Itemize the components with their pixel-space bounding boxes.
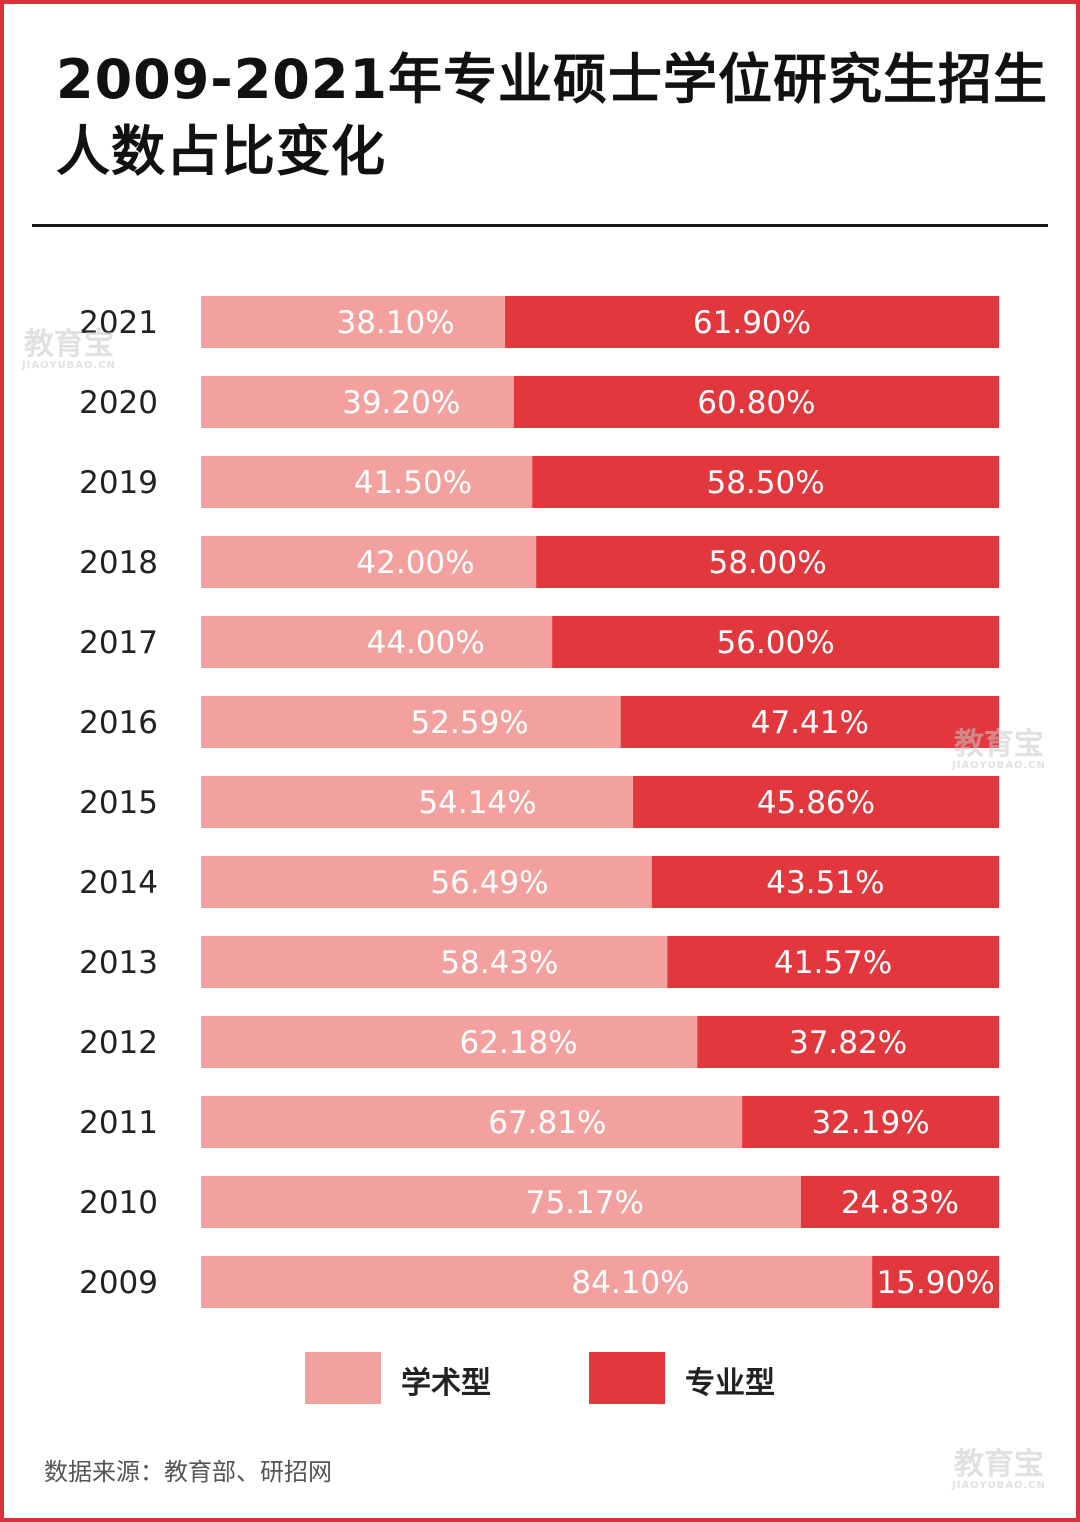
bar-segment-professional xyxy=(667,936,999,988)
data-label-academic: 56.49% xyxy=(430,865,548,901)
data-label-academic: 58.43% xyxy=(440,945,558,981)
data-label-academic: 54.14% xyxy=(418,785,536,821)
watermark-text: 教育宝 xyxy=(23,327,114,362)
data-label-professional: 45.86% xyxy=(757,785,875,821)
bar-segment-academic xyxy=(201,376,514,428)
y-tick-label: 2011 xyxy=(79,1105,158,1141)
watermark-subtext: JIAOYUBAO.CN xyxy=(952,1480,1046,1491)
bar-segment-academic xyxy=(201,696,621,748)
y-tick-label: 2009 xyxy=(79,1265,158,1301)
chart-title: 2009-2021年专业硕士学位研究生招生人数占比变化 xyxy=(56,48,1048,183)
watermark-subtext: JIAOYUBAO.CN xyxy=(952,760,1046,771)
data-label-professional: 47.41% xyxy=(751,705,869,741)
y-tick-label: 2020 xyxy=(79,385,158,421)
y-tick-label: 2014 xyxy=(79,865,158,901)
bar-segment-academic xyxy=(201,1176,801,1228)
data-label-professional: 15.90% xyxy=(876,1265,994,1301)
bar-segment-academic xyxy=(201,1096,743,1148)
bar-segment-academic xyxy=(201,1256,873,1308)
bar-segment-academic xyxy=(201,536,537,588)
data-label-academic: 41.50% xyxy=(354,465,472,501)
y-tick-label: 2017 xyxy=(79,625,158,661)
legend-swatch-professional xyxy=(589,1352,665,1404)
y-tick-label: 2015 xyxy=(79,785,158,821)
legend-label-professional: 专业型 xyxy=(685,1366,775,1401)
bar-segment-professional xyxy=(505,296,999,348)
bar-segment-professional xyxy=(536,536,999,588)
data-label-professional: 41.57% xyxy=(774,945,892,981)
bar-segment-academic xyxy=(201,456,533,508)
y-tick-label: 2021 xyxy=(79,305,158,341)
data-label-academic: 67.81% xyxy=(488,1105,606,1141)
watermark-logo: 教育宝 JIAOYUBAO.CN xyxy=(952,1450,1046,1492)
y-tick-label: 2012 xyxy=(79,1025,158,1061)
data-label-academic: 52.59% xyxy=(410,705,528,741)
bar-segment-professional xyxy=(620,696,999,748)
bar-segment-professional xyxy=(552,616,999,668)
data-label-professional: 60.80% xyxy=(697,385,815,421)
bar-segment-professional xyxy=(697,1016,999,1068)
data-label-professional: 58.50% xyxy=(706,465,824,501)
data-label-professional: 37.82% xyxy=(789,1025,907,1061)
data-label-professional: 43.51% xyxy=(766,865,884,901)
bar-segment-professional xyxy=(742,1096,999,1148)
bar-segment-academic xyxy=(201,856,652,908)
y-tick-label: 2013 xyxy=(79,945,158,981)
data-label-professional: 24.83% xyxy=(841,1185,959,1221)
y-tick-label: 2010 xyxy=(79,1185,158,1221)
data-label-academic: 42.00% xyxy=(356,545,474,581)
bar-segment-academic xyxy=(201,616,553,668)
watermark-text: 教育宝 xyxy=(953,1447,1044,1482)
data-label-academic: 44.00% xyxy=(367,625,485,661)
watermark-logo: 教育宝 JIAOYUBAO.CN xyxy=(952,730,1046,772)
stacked-bar-chart: 2021 38.10% 61.90% 2020 39.20% 60.80% 2019 41.5… xyxy=(79,296,999,1308)
y-tick-label: 2016 xyxy=(79,705,158,741)
data-label-professional: 61.90% xyxy=(693,305,811,341)
bar-segment-professional xyxy=(872,1256,999,1308)
data-label-academic: 62.18% xyxy=(459,1025,577,1061)
data-label-academic: 84.10% xyxy=(571,1265,689,1301)
watermark-subtext: JIAOYUBAO.CN xyxy=(22,360,116,371)
bar-segment-professional xyxy=(633,776,999,828)
title-divider xyxy=(32,224,1048,227)
bar-segment-professional xyxy=(532,456,999,508)
bar-segment-professional xyxy=(800,1176,999,1228)
data-label-academic: 75.17% xyxy=(526,1185,644,1221)
source-note: 数据来源：教育部、研招网 xyxy=(44,1458,332,1486)
data-label-professional: 58.00% xyxy=(708,545,826,581)
bar-segment-academic xyxy=(201,1016,698,1068)
bar-segment-academic xyxy=(201,296,506,348)
watermark-logo: 教育宝 JIAOYUBAO.CN xyxy=(22,330,116,372)
data-label-professional: 32.19% xyxy=(811,1105,929,1141)
watermark-text: 教育宝 xyxy=(953,727,1044,762)
data-label-academic: 39.20% xyxy=(342,385,460,421)
data-label-professional: 56.00% xyxy=(716,625,834,661)
bar-segment-academic xyxy=(201,936,668,988)
bar-segment-academic xyxy=(201,776,634,828)
y-tick-label: 2018 xyxy=(79,545,158,581)
y-tick-label: 2019 xyxy=(79,465,158,501)
legend-swatch-academic xyxy=(305,1352,381,1404)
data-label-academic: 38.10% xyxy=(336,305,454,341)
bar-segment-professional xyxy=(651,856,999,908)
bar-segment-professional xyxy=(513,376,999,428)
legend-label-academic: 学术型 xyxy=(401,1366,491,1401)
